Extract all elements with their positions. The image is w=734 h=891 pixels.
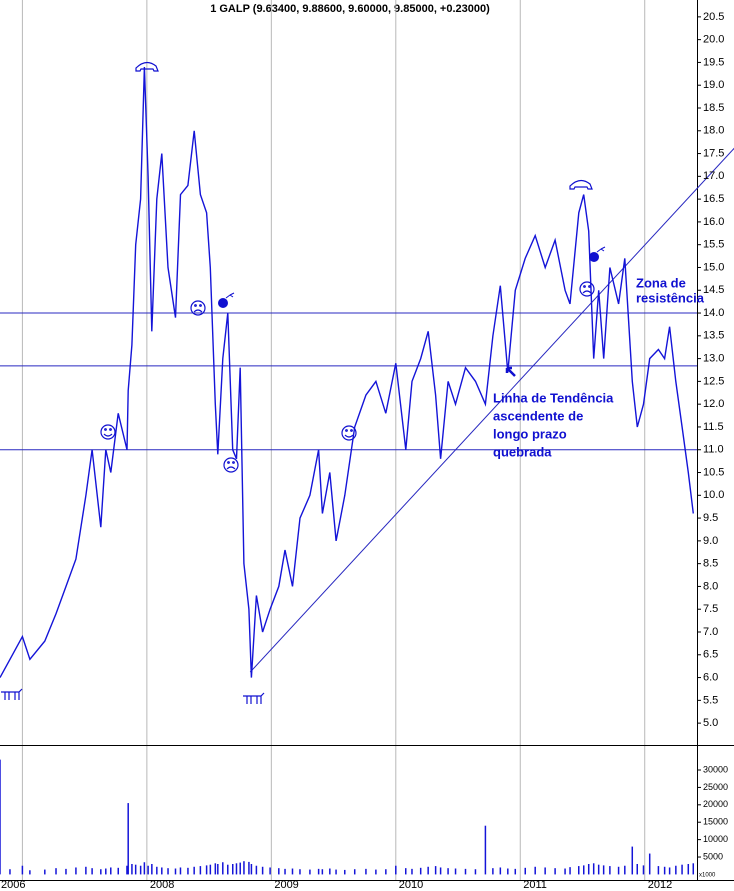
bear bbox=[569, 179, 593, 190]
y-tick-label: 5000 bbox=[703, 851, 723, 861]
y-tick-label: 14.0 bbox=[703, 307, 724, 319]
y-tick-label: 7.5 bbox=[703, 603, 718, 615]
y-tick-label: 10.5 bbox=[703, 466, 724, 478]
y-tick-label: 6.5 bbox=[703, 649, 718, 661]
annotation: ascendente de bbox=[493, 408, 583, 423]
y-tick-label: 25000 bbox=[703, 782, 728, 792]
y-tick-label: 12.5 bbox=[703, 375, 724, 387]
arrow bbox=[505, 366, 516, 377]
y-tick-label: 19.0 bbox=[703, 79, 724, 91]
bear bbox=[135, 61, 159, 72]
scale-note: x1000 bbox=[699, 873, 716, 879]
y-tick-label: 13.0 bbox=[703, 353, 724, 365]
smiley bbox=[341, 425, 357, 441]
bomb bbox=[218, 292, 235, 308]
y-tick-label: 7.0 bbox=[703, 626, 718, 638]
plot bbox=[0, 66, 734, 875]
price-line bbox=[0, 66, 694, 678]
y-tick-label: 17.5 bbox=[703, 147, 724, 159]
labels: 2006 2008 2009 2010 2011 2012 5.0 5.5 6.0 6.5 7.0 7… bbox=[1, 11, 728, 891]
y-tick-label: 17.0 bbox=[703, 170, 724, 182]
annotation: quebrada bbox=[493, 444, 552, 459]
annotation: longo prazo bbox=[493, 426, 567, 441]
trend-line bbox=[249, 147, 734, 673]
y-tick-label: 14.5 bbox=[703, 284, 724, 296]
y-tick-label: 12.0 bbox=[703, 398, 724, 410]
y-tick-label: 11.0 bbox=[703, 444, 724, 456]
y-tick-label: 16.5 bbox=[703, 193, 724, 205]
x-tick-label: 2009 bbox=[274, 879, 298, 891]
y-tick-label: 8.5 bbox=[703, 558, 718, 570]
bull bbox=[1, 688, 23, 700]
y-tick-label: 15000 bbox=[703, 817, 728, 827]
y-tick-label: 6.0 bbox=[703, 671, 718, 683]
x-tick-label: 2008 bbox=[150, 879, 174, 891]
y-tick-label: 15.5 bbox=[703, 239, 724, 251]
annotation: Zona de bbox=[636, 275, 686, 290]
y-tick-label: 9.5 bbox=[703, 512, 718, 524]
y-tick-label: 19.5 bbox=[703, 56, 724, 68]
sad-face bbox=[190, 300, 206, 316]
y-tick-label: 20.5 bbox=[703, 11, 724, 23]
x-tick-label: 2010 bbox=[399, 879, 423, 891]
x-tick-label: 2011 bbox=[523, 879, 547, 891]
y-tick-label: 10.0 bbox=[703, 489, 724, 501]
y-tick-label: 10000 bbox=[703, 834, 728, 844]
chart-title: 1 GALP (9.63400, 9.88600, 9.60000, 9.850… bbox=[210, 3, 490, 15]
bull bbox=[243, 692, 265, 704]
x-tick-label: 2006 bbox=[1, 879, 25, 891]
bomb bbox=[589, 246, 606, 262]
x-tick-label: 2012 bbox=[648, 879, 672, 891]
y-tick-label: 5.0 bbox=[703, 717, 718, 729]
sad-face bbox=[223, 457, 239, 473]
y-tick-label: 5.5 bbox=[703, 694, 718, 706]
y-tick-label: 8.0 bbox=[703, 580, 718, 592]
y-tick-label: 16.0 bbox=[703, 216, 724, 228]
y-tick-label: 15.0 bbox=[703, 261, 724, 273]
y-tick-label: 30000 bbox=[703, 764, 728, 774]
smiley bbox=[100, 424, 116, 440]
y-tick-label: 20000 bbox=[703, 799, 728, 809]
y-tick-label: 9.0 bbox=[703, 535, 718, 547]
icons bbox=[1, 61, 606, 704]
annotation: Linha de Tendência bbox=[493, 390, 614, 405]
annotation: resistência bbox=[636, 290, 705, 305]
y-tick-label: 18.5 bbox=[703, 102, 724, 114]
y-tick-label: 13.5 bbox=[703, 330, 724, 342]
sad-face bbox=[579, 281, 595, 297]
y-tick-label: 11.5 bbox=[703, 421, 724, 433]
y-tick-label: 18.0 bbox=[703, 125, 724, 137]
y-tick-label: 20.0 bbox=[703, 34, 724, 46]
